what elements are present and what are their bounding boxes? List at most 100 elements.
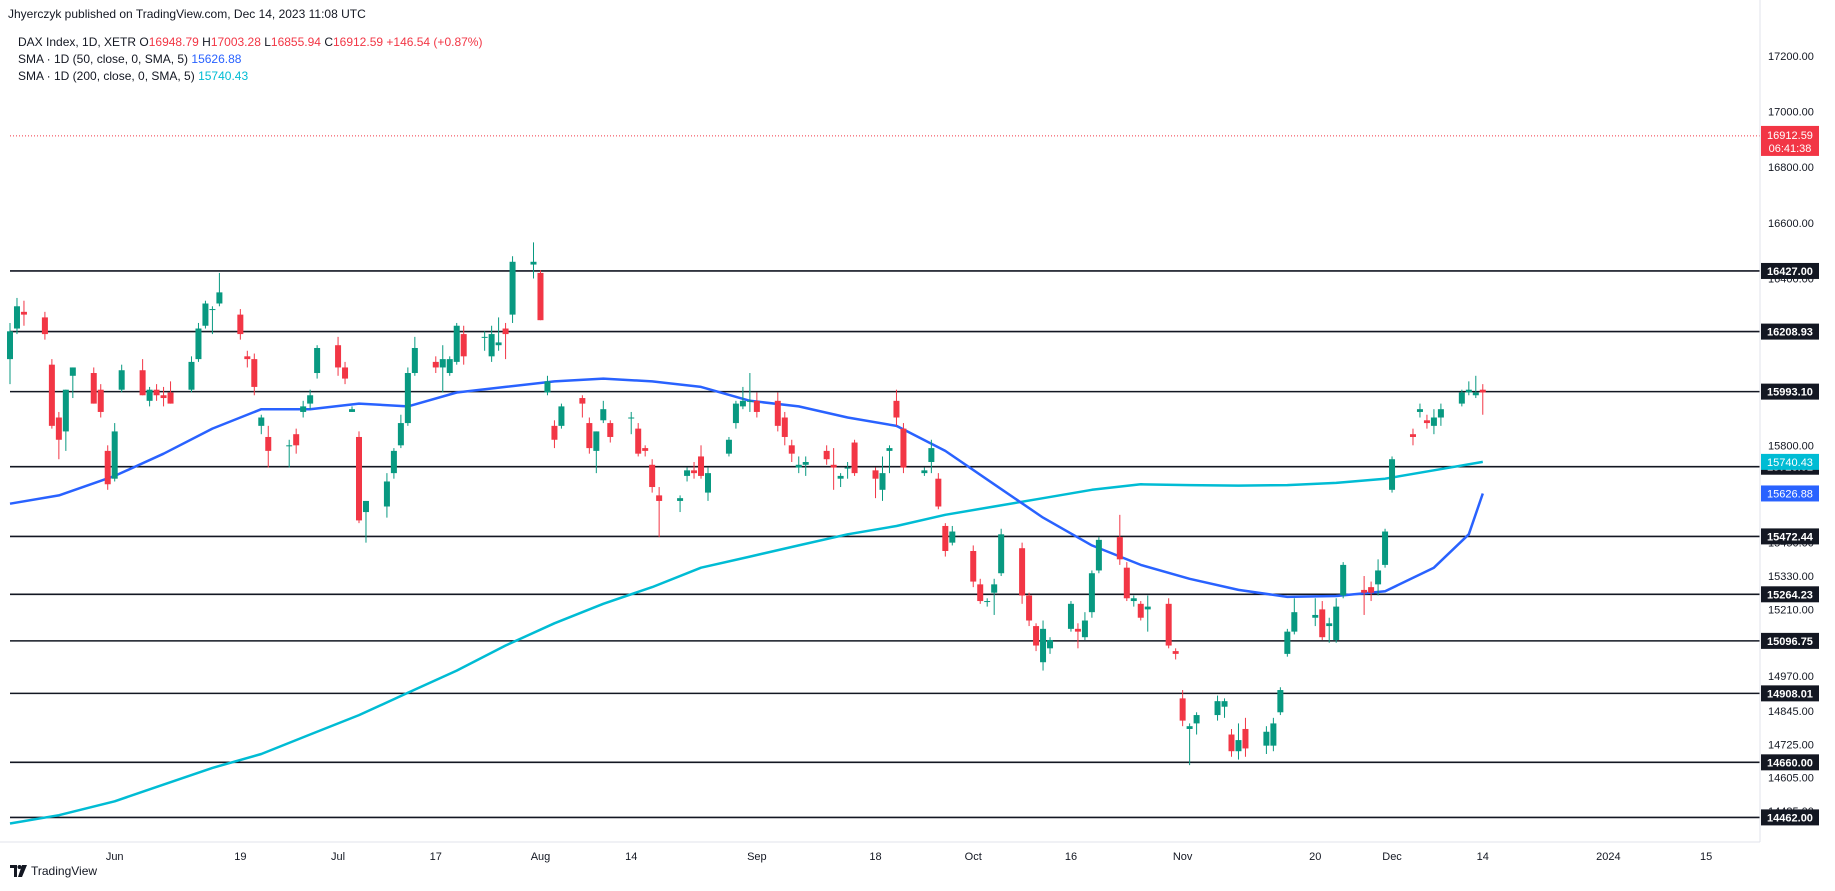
- candle-body: [600, 409, 607, 421]
- x-tick-label: 2024: [1596, 851, 1620, 863]
- y-tick-label: 15330.00: [1768, 571, 1814, 583]
- candle-body: [356, 436, 362, 521]
- candle-body: [684, 470, 691, 476]
- candle-body: [1067, 603, 1074, 629]
- candle-body: [739, 400, 746, 407]
- low-label: L: [264, 35, 271, 49]
- candle-body: [55, 417, 62, 440]
- x-tick-label: Jun: [106, 851, 124, 863]
- last-price-tag: [1761, 125, 1819, 156]
- candle-body: [872, 470, 879, 479]
- level-price-tag: [1761, 586, 1819, 603]
- level-price-label: 15472.44: [1767, 531, 1814, 543]
- sma200-line: [9, 460, 1484, 825]
- candle-body: [593, 431, 600, 451]
- candle-body: [111, 431, 118, 479]
- candle-body: [851, 442, 858, 474]
- sma200-price-tag: [1761, 453, 1819, 470]
- y-tick-label: 17200.00: [1768, 51, 1814, 63]
- candlesticks: [7, 242, 1486, 766]
- legend-sma200-row[interactable]: SMA · 1D (200, close, 0, SMA, 5) 15740.4…: [18, 68, 482, 85]
- change-value: +146.54 (+0.87%): [386, 35, 483, 49]
- candle-body: [558, 406, 565, 426]
- symbol-label[interactable]: DAX Index, 1D, XETR: [18, 35, 137, 49]
- level-price-label: 15096.75: [1767, 636, 1813, 648]
- level-price-tag: [1761, 383, 1819, 400]
- y-tick-label: 15800.00: [1768, 440, 1814, 452]
- candle-body: [1270, 723, 1277, 746]
- close-label: C: [324, 35, 333, 49]
- y-tick-label: 16600.00: [1768, 218, 1814, 230]
- candle-body: [1130, 598, 1137, 602]
- candle-body: [202, 303, 209, 326]
- sma50-price-tag: [1761, 485, 1819, 502]
- sma200-price-label: 15740.43: [1767, 457, 1813, 469]
- candle-body: [139, 370, 146, 396]
- candle-body: [446, 359, 453, 374]
- candle-body: [383, 481, 390, 507]
- x-tick-label: 19: [234, 851, 246, 863]
- candle-body: [118, 370, 125, 390]
- candle-body: [893, 400, 900, 418]
- x-tick-label: 20: [1309, 851, 1321, 863]
- candle-body: [753, 400, 760, 412]
- candle-body: [300, 406, 307, 412]
- candle-body: [942, 525, 949, 551]
- low-value: 16855.94: [270, 35, 321, 49]
- candle-body: [1193, 715, 1200, 724]
- candle-body: [1361, 589, 1368, 593]
- moving-averages: [9, 377, 1484, 825]
- candle-body: [530, 261, 537, 265]
- level-price-label: 14462.00: [1767, 812, 1813, 824]
- x-tick-label: Sep: [747, 851, 767, 863]
- candle-body: [20, 311, 27, 315]
- candle-body: [1026, 595, 1033, 621]
- candle-body: [928, 448, 935, 463]
- close-value: 16912.59: [332, 35, 384, 49]
- candle-body: [635, 428, 642, 454]
- candle-body: [7, 331, 13, 360]
- candle-body: [1416, 409, 1423, 412]
- candle-body: [886, 448, 893, 451]
- candle-body: [160, 395, 167, 399]
- candle-body: [1221, 701, 1228, 707]
- candle-body: [1284, 631, 1291, 654]
- sma200-label: SMA · 1D (200, close, 0, SMA, 5): [18, 69, 195, 83]
- candle-body: [1186, 726, 1193, 729]
- candle-body: [579, 398, 586, 404]
- candle-body: [13, 306, 20, 329]
- candle-body: [411, 347, 418, 374]
- candle-body: [949, 531, 956, 543]
- level-price-tag: [1761, 754, 1819, 771]
- candle-body: [746, 400, 753, 402]
- x-tick-label: Dec: [1382, 851, 1402, 863]
- candle-body: [167, 392, 174, 404]
- candle-body: [397, 423, 404, 446]
- candle-body: [1033, 626, 1040, 646]
- tradingview-logo-icon: [10, 865, 27, 877]
- level-price-tag: [1761, 528, 1819, 545]
- candle-body: [998, 534, 1005, 574]
- candle-body: [725, 439, 732, 454]
- sma50-price-label: 15626.88: [1767, 488, 1813, 500]
- sma50-line: [9, 377, 1484, 599]
- open-value: 16948.79: [148, 35, 199, 49]
- candle-body: [495, 342, 502, 346]
- x-tick-label: Nov: [1173, 851, 1193, 863]
- candle-body: [97, 389, 104, 412]
- x-tick-label: Oct: [965, 851, 982, 863]
- candle-body: [362, 500, 369, 513]
- candle-body: [537, 272, 544, 321]
- candle-body: [69, 367, 76, 376]
- candle-body: [642, 448, 649, 451]
- candle-body: [104, 450, 111, 485]
- level-price-label: 16208.93: [1767, 327, 1813, 339]
- level-price-label: 14908.01: [1767, 688, 1813, 700]
- sma200-value: 15740.43: [198, 69, 249, 83]
- x-tick-label: Jul: [331, 851, 345, 863]
- legend-sma50-row[interactable]: SMA · 1D (50, close, 0, SMA, 5) 15626.88: [18, 51, 482, 68]
- chart-legend: DAX Index, 1D, XETR O16948.79 H17003.28 …: [18, 34, 482, 85]
- publisher-caption: Jhyerczyk published on TradingView.com, …: [8, 7, 366, 21]
